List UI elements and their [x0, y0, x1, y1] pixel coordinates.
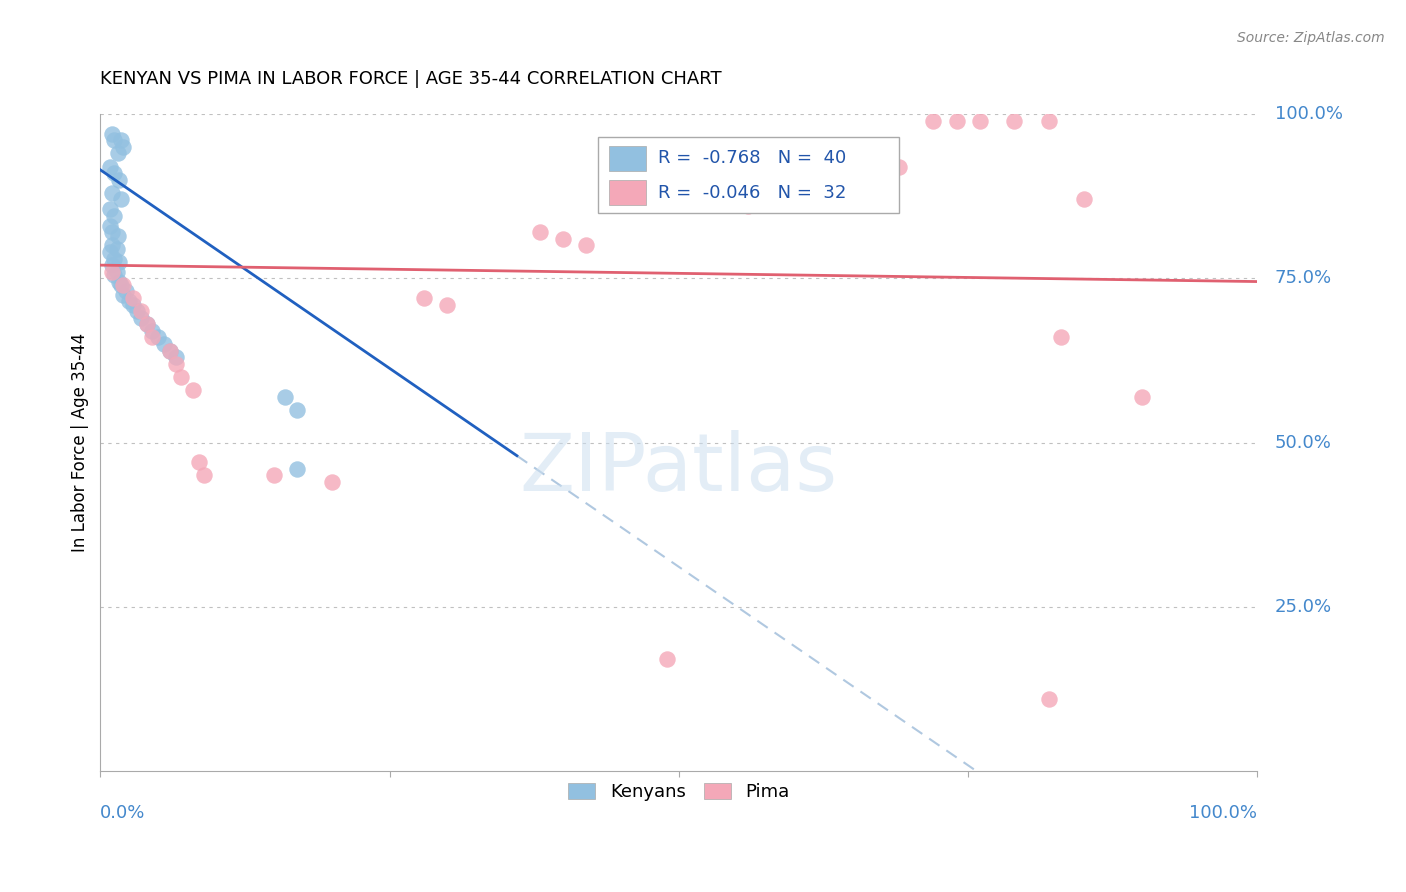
Point [1038, 113, 1060, 128]
Point [170, 369, 193, 384]
Point [187, 455, 209, 469]
Bar [609, 145, 647, 170]
Point [945, 113, 967, 128]
Point [103, 209, 125, 223]
Point [110, 193, 132, 207]
Point [107, 146, 129, 161]
Point [141, 330, 163, 344]
Point [141, 324, 163, 338]
Point [129, 304, 152, 318]
Point [1038, 691, 1060, 706]
Point [108, 275, 131, 289]
Point [129, 310, 152, 325]
Point [575, 238, 598, 252]
Point [274, 390, 297, 404]
Point [114, 285, 136, 299]
Point [108, 255, 131, 269]
Point [165, 357, 187, 371]
Point [1049, 330, 1071, 344]
Text: 50.0%: 50.0% [1275, 434, 1331, 451]
Point [121, 291, 143, 305]
FancyBboxPatch shape [598, 137, 898, 212]
Legend: Kenyans, Pima: Kenyans, Pima [561, 775, 797, 808]
Point [969, 113, 991, 128]
Point [193, 468, 215, 483]
Point [101, 225, 124, 239]
Point [110, 133, 132, 147]
Point [922, 113, 945, 128]
Text: R =  -0.046   N =  32: R = -0.046 N = 32 [658, 184, 846, 202]
Point [98, 219, 121, 233]
Point [263, 468, 285, 483]
Bar [609, 180, 647, 205]
Point [121, 297, 143, 311]
Point [413, 291, 436, 305]
Text: 75.0%: 75.0% [1275, 269, 1331, 287]
Point [112, 277, 135, 292]
Point [135, 318, 157, 332]
Point [118, 294, 141, 309]
Point [101, 127, 124, 141]
Point [103, 268, 125, 282]
Point [830, 186, 852, 200]
Point [657, 652, 679, 666]
Point [127, 304, 149, 318]
Point [1130, 390, 1153, 404]
Point [101, 186, 124, 200]
Point [165, 350, 187, 364]
Point [436, 297, 458, 311]
Point [107, 228, 129, 243]
Point [321, 475, 343, 489]
Text: R =  -0.768   N =  40: R = -0.768 N = 40 [658, 149, 846, 167]
Point [105, 265, 128, 279]
Point [101, 258, 124, 272]
Point [112, 287, 135, 301]
Point [103, 133, 125, 147]
Point [101, 265, 124, 279]
Point [98, 202, 121, 217]
Point [159, 343, 181, 358]
Text: 25.0%: 25.0% [1275, 598, 1331, 615]
Point [887, 160, 910, 174]
Point [98, 160, 121, 174]
Point [285, 462, 308, 476]
Point [529, 225, 551, 239]
Point [108, 172, 131, 186]
Point [1073, 193, 1095, 207]
Point [737, 199, 759, 213]
Point [181, 383, 204, 397]
Text: KENYAN VS PIMA IN LABOR FORCE | AGE 35-44 CORRELATION CHART: KENYAN VS PIMA IN LABOR FORCE | AGE 35-4… [100, 70, 721, 87]
Point [103, 252, 125, 266]
Text: 0.0%: 0.0% [100, 804, 146, 822]
Point [159, 343, 181, 358]
Point [153, 337, 176, 351]
Point [101, 238, 124, 252]
Text: 100.0%: 100.0% [1189, 804, 1257, 822]
Point [112, 140, 135, 154]
Point [285, 402, 308, 417]
Y-axis label: In Labor Force | Age 35-44: In Labor Force | Age 35-44 [72, 333, 89, 552]
Point [98, 245, 121, 260]
Point [110, 277, 132, 292]
Point [105, 242, 128, 256]
Point [135, 318, 157, 332]
Text: Source: ZipAtlas.com: Source: ZipAtlas.com [1237, 31, 1385, 45]
Point [1004, 113, 1026, 128]
Text: 100.0%: 100.0% [1275, 105, 1343, 123]
Text: ZIPatlas: ZIPatlas [520, 430, 838, 508]
Point [103, 166, 125, 180]
Point [553, 232, 575, 246]
Point [148, 330, 170, 344]
